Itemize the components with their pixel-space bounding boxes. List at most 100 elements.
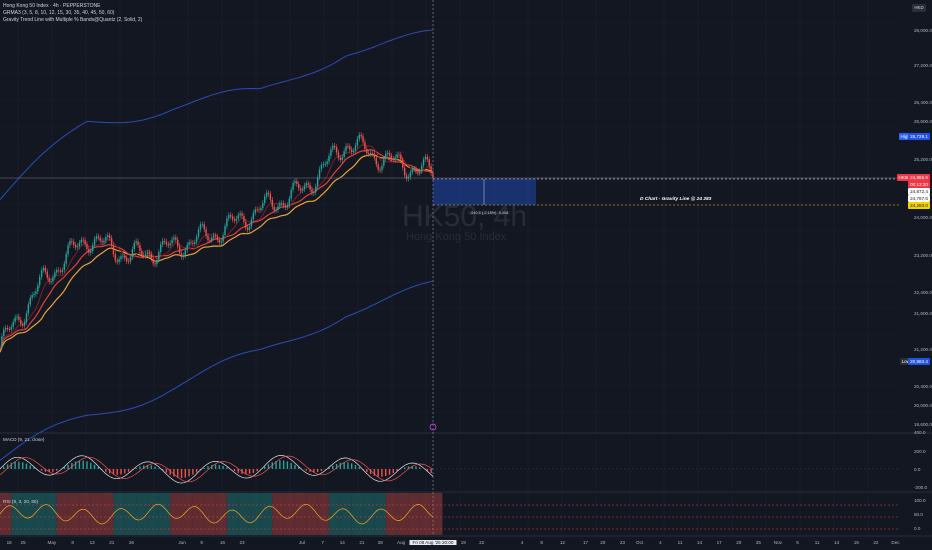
candle-body xyxy=(74,245,77,248)
macd-histogram-bar xyxy=(90,462,92,469)
rsi-zone-band xyxy=(90,493,103,535)
macd-histogram-bar xyxy=(180,469,183,478)
candle-body xyxy=(186,244,188,251)
candle-body xyxy=(76,246,79,248)
candle-body xyxy=(125,258,128,262)
macd-histogram-bar xyxy=(279,460,281,469)
time-axis-tick: 17 xyxy=(716,540,722,545)
rsi-zone-band xyxy=(192,493,205,535)
candle-body xyxy=(301,189,304,191)
candle-body xyxy=(82,239,84,241)
rsi-zone-band xyxy=(102,493,114,535)
candle-body xyxy=(37,285,39,292)
candle-body xyxy=(207,235,209,241)
macd-histogram-bar xyxy=(339,462,342,469)
indicator-legend-grma[interactable]: GRMA3 (3, 5, 8, 10, 12, 15, 30, 35, 40, … xyxy=(3,10,115,16)
time-axis-tick: Aug xyxy=(397,540,406,545)
candle-body xyxy=(235,218,238,221)
macd-histogram-bar xyxy=(343,462,345,469)
macd-histogram-bar xyxy=(67,464,69,469)
candle-body xyxy=(108,235,111,239)
candle-body xyxy=(432,173,434,178)
watermark-name: Hong Kong 50 Index xyxy=(406,231,507,243)
candle-body xyxy=(298,183,300,189)
candle-body xyxy=(262,203,264,209)
rsi-zone-band xyxy=(34,493,46,535)
time-axis-tick: 22 xyxy=(479,540,485,545)
symbol-legend[interactable]: Hong Kong 50 Index · 4h · PEPPERSTONE xyxy=(3,3,101,9)
price-axis-tick: 22,400.0 xyxy=(914,290,932,295)
candle-body xyxy=(52,277,54,282)
rsi-zone-band xyxy=(249,493,261,535)
time-axis-tick: 6 xyxy=(796,540,799,545)
candle-body xyxy=(199,224,202,230)
macd-histogram-bar xyxy=(184,469,187,478)
candle-body xyxy=(294,181,296,184)
time-axis-tick: 23 xyxy=(239,540,245,545)
candle-body xyxy=(273,206,275,211)
candle-body xyxy=(188,242,190,245)
measure-box xyxy=(433,179,536,205)
candle-body xyxy=(411,169,413,173)
candle-body xyxy=(78,242,81,247)
macd-histogram-bar xyxy=(430,469,432,473)
candle-body xyxy=(269,194,272,200)
rsi-legend[interactable]: RSI (9, 3, 20, 80) xyxy=(3,499,38,504)
macd-pane xyxy=(0,455,900,484)
macd-histogram-bar xyxy=(309,469,311,472)
macd-histogram-bar xyxy=(74,461,77,469)
time-axis-tick: 14 xyxy=(339,540,345,545)
macd-histogram-bar xyxy=(21,462,24,469)
time-axis-tick: 25 xyxy=(20,540,26,545)
rsi-zone-band xyxy=(340,493,352,535)
macd-histogram-bar xyxy=(71,462,73,469)
candle-body xyxy=(284,205,287,208)
candle-body xyxy=(366,148,368,154)
rsi-zone-band xyxy=(317,493,329,535)
candle-body xyxy=(163,240,166,242)
candle-body xyxy=(8,329,11,330)
macd-histogram-bar xyxy=(211,465,213,469)
currency-button[interactable]: HKD xyxy=(912,4,926,12)
rsi-zone-band xyxy=(385,493,398,535)
macd-histogram-bar xyxy=(3,466,5,469)
macd-histogram-bar xyxy=(381,469,383,477)
candle-body xyxy=(267,192,270,195)
candle-body xyxy=(167,244,169,246)
candle-body xyxy=(241,213,243,216)
macd-histogram-bar xyxy=(120,469,122,475)
macd-signal-line xyxy=(0,455,434,483)
candle-body xyxy=(224,226,226,236)
rsi-zone-band xyxy=(283,493,295,535)
macd-histogram-bar xyxy=(267,464,270,469)
macd-legend[interactable]: MACD (9, 21, close) xyxy=(3,437,45,442)
time-axis-tick: 9 xyxy=(200,540,203,545)
macd-histogram-bar xyxy=(18,461,20,469)
time-axis-tick: 8 xyxy=(71,540,74,545)
price-axis-tick: 23,200.0 xyxy=(914,253,932,258)
macd-histogram-bar xyxy=(328,467,330,469)
candle-body xyxy=(322,164,325,165)
candle-body xyxy=(265,192,268,197)
candle-body xyxy=(31,295,33,298)
macd-histogram-bar xyxy=(82,460,84,469)
macd-histogram-bar xyxy=(78,460,81,469)
macd-axis-tick: -200.0 xyxy=(914,485,928,490)
candle-body xyxy=(118,259,120,262)
indicator-legend-gravity[interactable]: Gravity Trend Line with Multiple % Bands… xyxy=(3,17,143,23)
candle-body xyxy=(97,236,100,238)
candle-body xyxy=(190,242,192,244)
macd-histogram-bar xyxy=(165,469,168,473)
candle-body xyxy=(12,321,14,327)
candle-body xyxy=(422,159,425,166)
macd-histogram-bar xyxy=(195,469,198,473)
candle-body xyxy=(137,241,139,246)
candle-body xyxy=(326,161,328,165)
candle-body xyxy=(182,255,185,258)
candle-body xyxy=(246,227,249,230)
candle-body xyxy=(158,251,160,260)
macd-axis-tick: 400.0 xyxy=(914,430,926,435)
candle-body xyxy=(426,156,429,160)
price-axis-tick: 21,600.0 xyxy=(914,311,932,316)
